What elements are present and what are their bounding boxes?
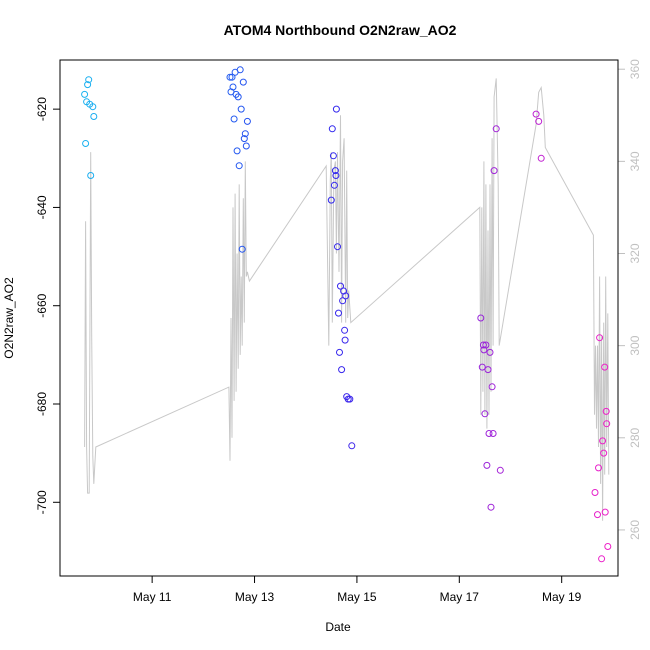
- x-axis-label: Date: [325, 620, 351, 634]
- data-point: [486, 348, 494, 356]
- data-point: [482, 341, 490, 349]
- data-point: [479, 341, 487, 349]
- data-point: [234, 93, 242, 101]
- data-point: [336, 348, 343, 356]
- data-point: [487, 503, 495, 511]
- data-point: [490, 167, 498, 175]
- data-point: [228, 73, 236, 81]
- y-tick-label: -680: [35, 392, 49, 416]
- data-point: [332, 105, 340, 113]
- data-point: [598, 555, 606, 563]
- y2-tick-label: 320: [628, 243, 642, 263]
- data-point: [346, 395, 354, 403]
- data-point: [89, 103, 97, 111]
- point-layer: [81, 66, 612, 563]
- data-point: [483, 461, 491, 469]
- data-point: [603, 420, 611, 428]
- x-tick-label: May 11: [133, 590, 172, 604]
- y-tick-label: -640: [35, 195, 49, 219]
- data-point: [492, 125, 500, 133]
- y-axis-label: O2N2raw_AO2: [2, 277, 16, 359]
- data-point: [532, 110, 540, 118]
- data-point: [348, 442, 356, 450]
- data-point: [238, 245, 246, 253]
- data-point: [90, 113, 98, 120]
- x-tick-label: May 15: [337, 590, 377, 604]
- data-point: [601, 363, 609, 371]
- data-point: [338, 366, 346, 374]
- chart-title: ATOM4 Northbound O2N2raw_AO2: [224, 22, 457, 38]
- data-point: [341, 326, 349, 334]
- data-point: [230, 115, 238, 123]
- data-point: [332, 172, 340, 179]
- data-point: [485, 430, 493, 437]
- data-point: [329, 152, 337, 160]
- y-tick-label: -700: [35, 490, 49, 514]
- data-point: [481, 410, 489, 418]
- data-point: [328, 125, 336, 133]
- data-point: [591, 489, 599, 496]
- data-point: [596, 334, 604, 342]
- data-point: [233, 147, 241, 155]
- data-point: [84, 81, 92, 89]
- x-tick-label: May 17: [440, 590, 480, 604]
- data-point: [237, 105, 245, 113]
- data-point: [600, 449, 608, 457]
- data-point: [604, 543, 612, 550]
- data-point: [240, 135, 248, 143]
- y2-tick-label: 300: [628, 335, 642, 355]
- data-point: [81, 90, 89, 98]
- y2-tick-label: 340: [628, 151, 642, 171]
- x-tick-label: May 13: [235, 590, 275, 604]
- data-point: [331, 167, 339, 175]
- data-point: [595, 464, 602, 472]
- plot-frame: [59, 59, 619, 577]
- data-point: [601, 508, 609, 516]
- data-point: [241, 130, 249, 138]
- data-point: [488, 383, 496, 391]
- data-point: [535, 117, 543, 125]
- data-point: [339, 297, 347, 305]
- data-point: [599, 437, 607, 445]
- y-tick-label: -620: [35, 97, 49, 121]
- data-point: [335, 309, 342, 317]
- data-point: [602, 407, 610, 415]
- data-point: [235, 162, 243, 170]
- data-point: [85, 76, 93, 84]
- data-point: [594, 511, 601, 519]
- data-point: [242, 142, 250, 150]
- secondary-line-layer: [84, 78, 610, 521]
- data-point: [327, 196, 335, 204]
- data-point: [489, 430, 497, 437]
- data-point: [537, 154, 545, 162]
- y2-tick-label: 360: [628, 59, 642, 79]
- data-point: [477, 314, 485, 322]
- y-tick-label: -660: [35, 293, 49, 317]
- axis-layer: May 11 May 13 May 15 May 17 May 19 -700 -680 -6…: [35, 59, 642, 604]
- data-point: [484, 366, 492, 374]
- y2-tick-label: 260: [628, 520, 642, 540]
- data-point: [226, 73, 234, 81]
- data-point: [334, 243, 341, 251]
- secondary-series-line: [84, 78, 610, 521]
- data-point: [341, 336, 349, 344]
- y2-tick-label: 280: [628, 427, 642, 447]
- data-point: [496, 466, 504, 474]
- data-point: [82, 140, 90, 147]
- data-point: [229, 83, 237, 91]
- x-tick-label: May 19: [542, 590, 582, 604]
- data-point: [330, 181, 338, 189]
- data-point: [87, 172, 95, 179]
- data-point: [239, 78, 247, 86]
- data-point: [478, 363, 486, 371]
- data-point: [243, 117, 251, 125]
- data-point: [342, 292, 350, 300]
- data-point: [337, 282, 344, 290]
- data-point: [236, 66, 244, 74]
